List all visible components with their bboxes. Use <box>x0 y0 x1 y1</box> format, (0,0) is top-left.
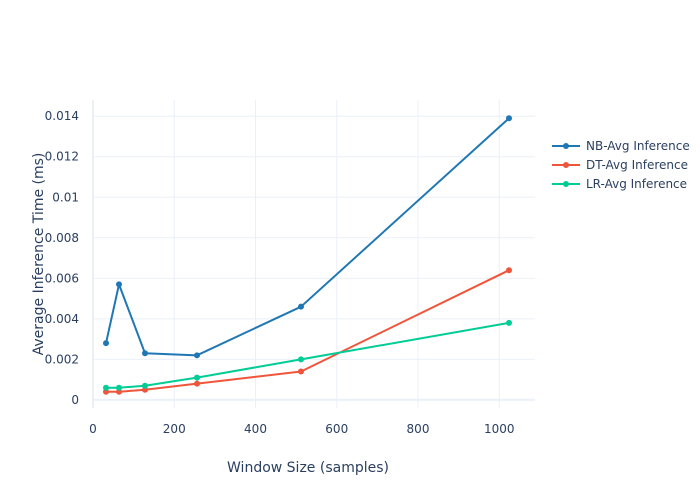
data-point <box>116 281 122 288</box>
x-tick-label: 0 <box>89 422 97 436</box>
legend-marker <box>563 181 569 187</box>
data-point <box>142 382 148 389</box>
x-tick-label: 200 <box>163 422 186 436</box>
data-point <box>103 384 109 391</box>
data-point <box>194 374 200 381</box>
y-tick-label: 0.002 <box>45 352 79 366</box>
y-axis-title: Average Inference Time (ms) <box>31 153 47 356</box>
legend-label: LR-Avg Inference <box>586 177 687 191</box>
legend-item: DT-Avg Inference <box>552 158 688 172</box>
data-point <box>298 368 304 375</box>
data-point <box>298 303 304 310</box>
x-axis-title: Window Size (samples) <box>227 460 389 476</box>
legend-item: NB-Avg Inference <box>552 139 690 153</box>
series-2 <box>103 267 512 395</box>
data-point <box>506 115 512 122</box>
data-point <box>194 352 200 359</box>
series-line <box>105 269 510 393</box>
grid-layer <box>93 100 535 408</box>
y-tick-label: 0.008 <box>45 231 79 245</box>
y-tick-label: 0.006 <box>45 271 79 285</box>
legend: NB-Avg Inference DT-Avg Inference LR-Avg I… <box>552 139 690 191</box>
legend-marker <box>563 143 569 149</box>
series-layer <box>103 115 512 395</box>
data-point <box>142 350 148 357</box>
series-1 <box>103 115 512 359</box>
series-line <box>105 117 510 357</box>
axis-layer: 0 200 400 600 800 1000 0 0.002 0.004 0.006 0.008 0.… <box>45 100 535 436</box>
legend-label: DT-Avg Inference <box>586 158 688 172</box>
data-point <box>116 384 122 391</box>
y-tick-label: 0 <box>71 393 79 407</box>
data-point <box>194 380 200 387</box>
series-3 <box>103 319 512 391</box>
data-point <box>506 267 512 274</box>
series-line <box>105 321 510 389</box>
x-tick-label: 800 <box>407 422 430 436</box>
data-point <box>298 356 304 363</box>
legend-marker <box>563 162 569 168</box>
y-tick-label: 0.004 <box>45 312 79 326</box>
y-tick-label: 0.01 <box>52 190 79 204</box>
x-tick-label: 400 <box>244 422 267 436</box>
y-tick-label: 0.014 <box>45 109 79 123</box>
legend-label: NB-Avg Inference <box>586 139 690 153</box>
x-tick-label: 600 <box>325 422 348 436</box>
x-tick-label: 1000 <box>484 422 515 436</box>
data-point <box>506 319 512 326</box>
legend-item: LR-Avg Inference <box>552 177 687 191</box>
data-point <box>103 340 109 347</box>
y-tick-label: 0.012 <box>45 150 79 164</box>
